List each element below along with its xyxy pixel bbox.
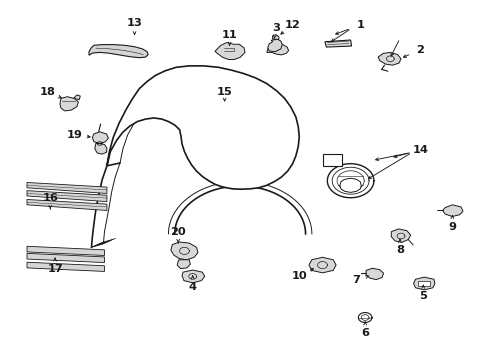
Polygon shape xyxy=(325,40,352,47)
Polygon shape xyxy=(27,246,104,256)
Polygon shape xyxy=(378,53,401,65)
Bar xyxy=(418,281,430,286)
Polygon shape xyxy=(93,132,108,144)
Text: 18: 18 xyxy=(39,87,55,97)
Text: 20: 20 xyxy=(170,228,186,238)
Polygon shape xyxy=(442,205,463,216)
Text: 1: 1 xyxy=(356,20,364,30)
Polygon shape xyxy=(340,178,361,192)
Polygon shape xyxy=(414,277,435,290)
Polygon shape xyxy=(27,262,104,271)
Polygon shape xyxy=(141,87,180,113)
Polygon shape xyxy=(267,44,289,55)
Text: 6: 6 xyxy=(361,328,369,338)
Text: 2: 2 xyxy=(416,45,424,55)
Text: 16: 16 xyxy=(42,193,58,203)
Polygon shape xyxy=(60,97,78,111)
Text: 12: 12 xyxy=(285,20,300,30)
Text: 11: 11 xyxy=(221,30,237,40)
Polygon shape xyxy=(182,270,205,283)
Polygon shape xyxy=(27,199,107,211)
Polygon shape xyxy=(95,144,107,154)
Text: 19: 19 xyxy=(67,130,82,140)
Polygon shape xyxy=(27,183,107,193)
Polygon shape xyxy=(89,45,148,58)
Polygon shape xyxy=(323,154,342,166)
Text: 8: 8 xyxy=(396,245,404,255)
Polygon shape xyxy=(366,268,384,280)
Text: 10: 10 xyxy=(292,271,307,282)
Polygon shape xyxy=(268,39,282,52)
Polygon shape xyxy=(272,35,279,39)
Text: 14: 14 xyxy=(413,145,428,155)
Text: 3: 3 xyxy=(272,23,280,33)
Polygon shape xyxy=(309,257,336,273)
Polygon shape xyxy=(392,229,411,242)
Polygon shape xyxy=(107,66,299,189)
Text: 5: 5 xyxy=(419,291,427,301)
Text: 17: 17 xyxy=(47,264,63,274)
Polygon shape xyxy=(74,95,80,100)
Text: 9: 9 xyxy=(448,222,456,232)
Polygon shape xyxy=(171,242,198,260)
Text: 13: 13 xyxy=(126,18,143,28)
Text: 15: 15 xyxy=(217,87,233,97)
Text: 4: 4 xyxy=(189,282,196,292)
Text: 7: 7 xyxy=(352,275,360,285)
Polygon shape xyxy=(177,260,190,269)
Polygon shape xyxy=(215,42,245,59)
Polygon shape xyxy=(27,253,104,262)
Polygon shape xyxy=(27,191,107,202)
